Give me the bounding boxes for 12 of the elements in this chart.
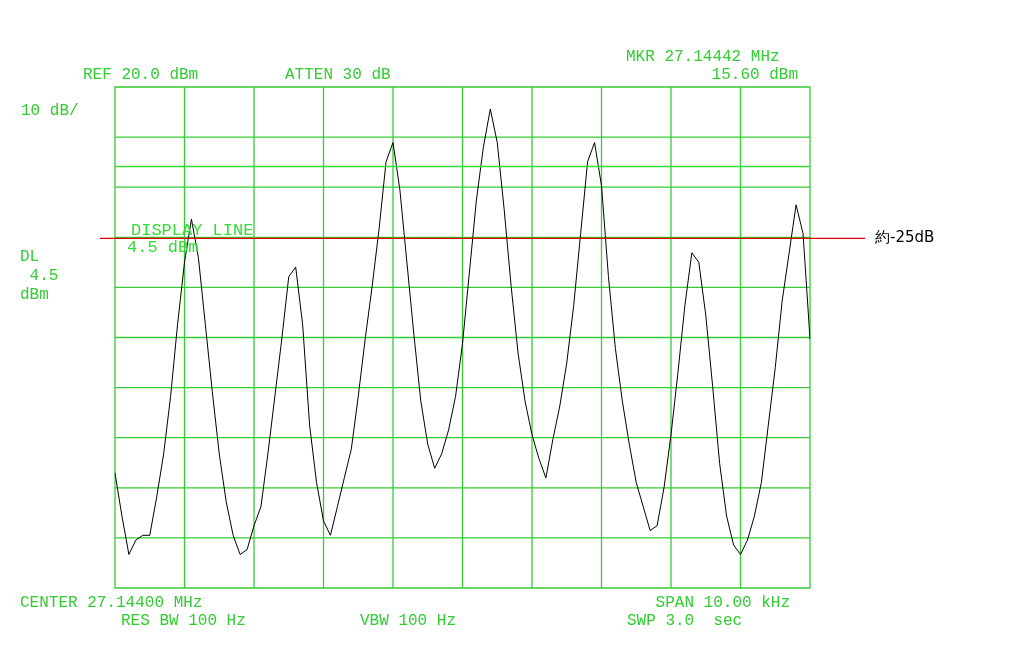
- text: MKR 27.14442 MHz: [626, 48, 780, 66]
- ref-line-label: 約-25dB: [875, 228, 935, 247]
- text: ATTEN 30 dB: [285, 66, 391, 84]
- text: CENTER 27.14400 MHz: [20, 594, 203, 612]
- text: SPAN 10.00 kHz: [655, 594, 790, 612]
- text: 15.60 dBm: [711, 66, 798, 84]
- text: VBW 100 Hz: [360, 612, 457, 630]
- text: SWP 3.0 sec: [627, 612, 743, 630]
- text: 10 dB/: [21, 102, 79, 120]
- text: REF 20.0 dBm: [83, 66, 199, 84]
- text: DL 4.5 dBm: [20, 248, 59, 304]
- text: RES BW 100 Hz: [121, 612, 246, 630]
